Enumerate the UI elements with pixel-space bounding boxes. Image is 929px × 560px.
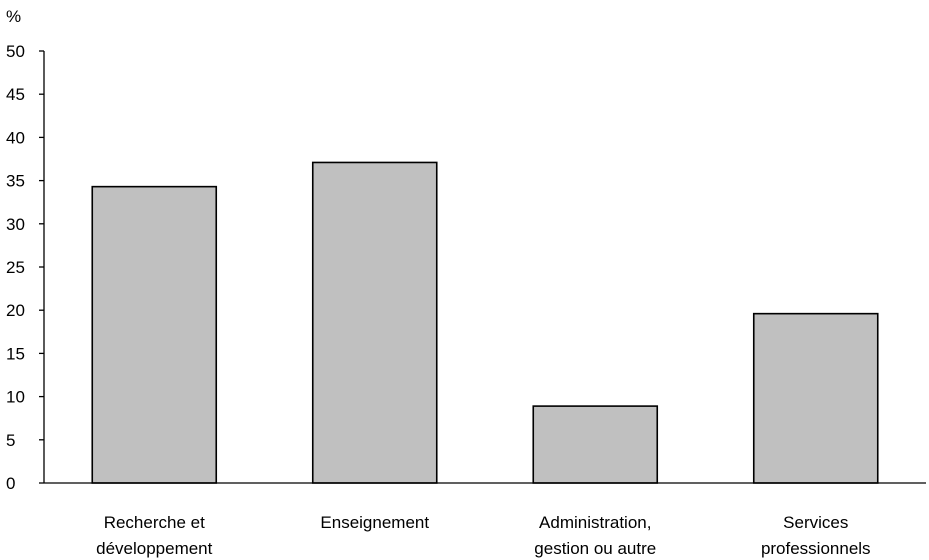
y-tick-label: 35 [6, 172, 25, 191]
y-tick-label: 25 [6, 258, 25, 277]
bar [752, 312, 879, 484]
y-tick-label: 30 [6, 215, 25, 234]
y-tick-label: 0 [6, 474, 15, 493]
category-label: Enseignement [320, 513, 429, 532]
category-label: Services [783, 513, 848, 532]
y-axis: 0 5 10 15 20 25 30 35 40 45 50 [6, 42, 45, 493]
bar [91, 185, 218, 484]
y-tick-label: 50 [6, 42, 25, 61]
category-label: Administration, [539, 513, 651, 532]
y-tick-label: 5 [6, 431, 15, 450]
bar [311, 161, 438, 484]
y-tick-label: 45 [6, 85, 25, 104]
category-label: professionnels [761, 539, 871, 558]
category-labels: Recherche et développement Enseignement Adm… [96, 513, 870, 558]
category-label: Recherche et [104, 513, 205, 532]
y-axis-unit-label: % [6, 7, 21, 26]
category-label: gestion ou autre [534, 539, 656, 558]
bar [532, 405, 659, 484]
y-tick-label: 20 [6, 301, 25, 320]
bars [91, 161, 879, 484]
y-tick-label: 10 [6, 388, 25, 407]
y-tick-label: 40 [6, 128, 25, 147]
category-label: développement [96, 539, 213, 558]
y-tick-label: 15 [6, 344, 25, 363]
